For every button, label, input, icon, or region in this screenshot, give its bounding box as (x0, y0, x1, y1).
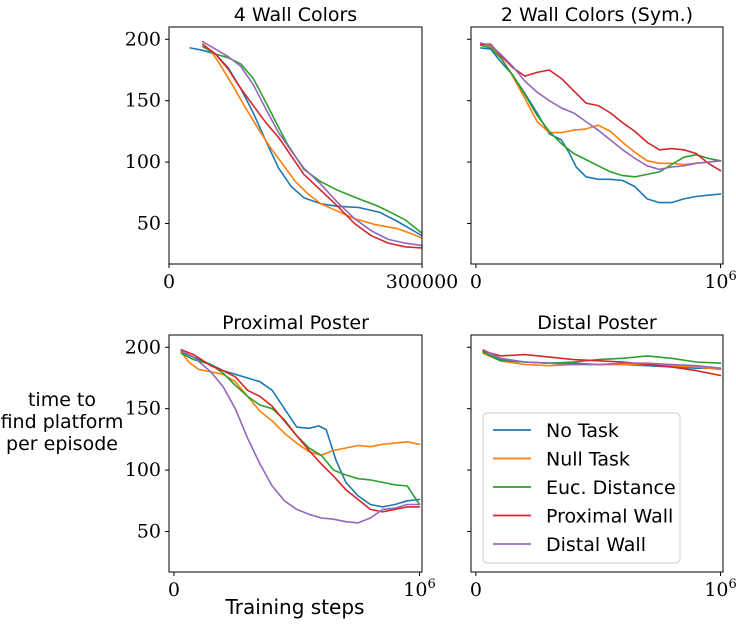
panel-3-xtick-label-1000000: 106 (403, 577, 435, 601)
legend-entry-proximal-wall: Proximal Wall (493, 506, 673, 528)
panel-1-ytick-label-100: 100 (125, 151, 161, 173)
panel-2: 2 Wall Colors (Sym.) 0 106 (467, 4, 736, 293)
panel-2-xtick-label-1000000: 106 (704, 269, 736, 293)
y-axis-label-line-1: time to (28, 389, 96, 411)
panel-2-frame (470, 26, 724, 265)
panel-3-ytick-label-50: 50 (137, 520, 161, 542)
panel-3-ytick-label-150: 150 (125, 398, 161, 420)
panel-3-series-no-task (180, 351, 421, 508)
panel-4: Distal Poster 0 106 (467, 312, 736, 601)
legend: No Task Null Task Euc. Distance Proximal Wa… (482, 412, 681, 564)
chart-panels: 4 Wall Colors 50 100 150 200 0 300000 2 Wall Co… (125, 4, 736, 601)
panel-1-ytick-label-150: 150 (125, 90, 161, 112)
panel-3-title: Proximal Poster (222, 312, 369, 334)
panel-4-title: Distal Poster (537, 312, 657, 334)
panel-2-series-proximal-wall (479, 43, 722, 172)
panel-2-title: 2 Wall Colors (Sym.) (501, 4, 693, 26)
legend-entry-euc-distance: Euc. Distance (493, 477, 676, 499)
panel-1-ytick-label-200: 200 (125, 28, 161, 50)
panel-3-xtick-label-0: 0 (168, 579, 180, 601)
y-axis-label: time to find platform per episode (1, 389, 124, 455)
panel-4-series-euc-distance (482, 351, 722, 365)
panel-4-series-proximal-wall (482, 350, 722, 377)
panel-2-series (479, 42, 722, 204)
panel-1-series (189, 40, 422, 249)
panel-3-series-proximal-wall (180, 348, 421, 513)
panel-4-xtick-label-1000000: 106 (704, 577, 736, 601)
panel-4-xtick-label-0: 0 (470, 579, 482, 601)
y-axis-label-line-2: find platform (1, 411, 124, 433)
panel-1-xtick-label-300000: 300000 (386, 271, 459, 293)
panel-1-series-no-task (189, 47, 422, 237)
panel-1-series-euc-distance (201, 45, 422, 235)
legend-entry-no-task: No Task (493, 420, 619, 442)
panel-3-ytick-label-200: 200 (125, 336, 161, 358)
y-axis-label-line-3: per episode (6, 433, 118, 455)
panel-3-series-distal-wall (180, 350, 421, 524)
panel-3: Proximal Poster 50 100 150 200 0 106 (125, 312, 436, 601)
panel-2-series-euc-distance (479, 44, 722, 178)
panel-3-frame (168, 334, 423, 573)
panel-3-ytick-label-100: 100 (125, 459, 161, 481)
panel-3-series (180, 348, 421, 524)
legend-entry-distal-wall: Distal Wall (493, 534, 646, 556)
panel-1-series-distal-wall (201, 40, 422, 247)
panel-1-title: 4 Wall Colors (234, 4, 357, 26)
legend-label-no-task: No Task (546, 420, 619, 442)
panel-1: 4 Wall Colors 50 100 150 200 0 300000 (125, 4, 459, 293)
x-axis-label: Training steps (225, 595, 365, 619)
panel-4-series (482, 348, 722, 377)
legend-label-null-task: Null Task (546, 449, 630, 471)
panel-3-series-null-task (180, 351, 421, 457)
panel-1-series-null-task (201, 43, 422, 239)
panel-4-series-distal-wall (482, 348, 722, 370)
legend-label-proximal-wall: Proximal Wall (546, 506, 673, 528)
panel-3-series-euc-distance (180, 352, 421, 506)
panel-4-frame (470, 334, 724, 573)
legend-label-distal-wall: Distal Wall (546, 534, 646, 556)
panel-1-xtick-label-0: 0 (163, 271, 175, 293)
panel-1-series-proximal-wall (201, 43, 422, 249)
panel-1-frame (168, 26, 423, 265)
legend-entry-null-task: Null Task (493, 449, 630, 471)
legend-label-euc-distance: Euc. Distance (546, 477, 676, 499)
panel-2-xtick-label-0: 0 (470, 271, 482, 293)
panel-2-series-null-task (479, 43, 722, 166)
panel-1-ytick-label-50: 50 (137, 212, 161, 234)
legend-box (482, 412, 681, 564)
panel-2-series-distal-wall (479, 42, 722, 171)
